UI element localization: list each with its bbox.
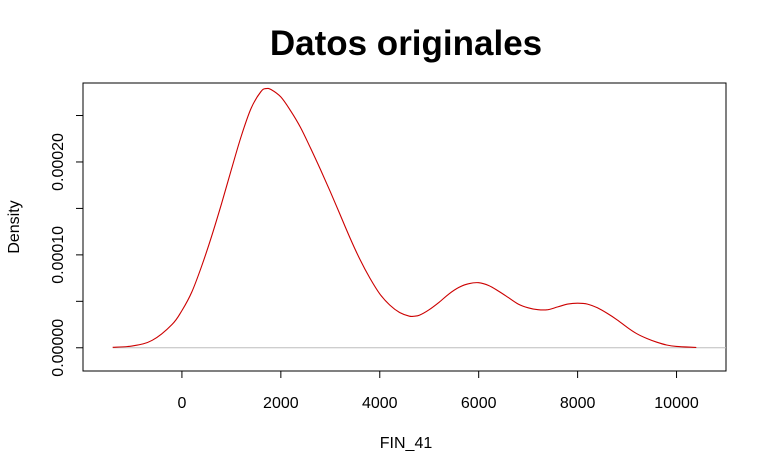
- y-tick-label: 0.00000: [50, 319, 67, 377]
- x-tick-label: 4000: [362, 395, 398, 412]
- x-tick-label: 2000: [263, 395, 299, 412]
- x-tick-label: 8000: [560, 395, 596, 412]
- x-axis-label: FIN_41: [380, 435, 433, 452]
- density-curve: [112, 87, 697, 349]
- x-tick-label: 0: [177, 395, 186, 412]
- plot-frame: [82, 82, 727, 372]
- y-axis: 0.00000 0.00010 0.00020: [50, 115, 84, 377]
- y-axis-label: Density: [6, 200, 23, 253]
- x-axis: 0 2000 4000 6000 8000 10000: [177, 370, 699, 412]
- y-tick-label: 0.00020: [50, 133, 67, 191]
- y-tick-label: 0.00010: [50, 226, 67, 284]
- x-tick-label: 10000: [654, 395, 699, 412]
- chart-title: Datos originales: [270, 24, 542, 63]
- x-tick-label: 6000: [461, 395, 497, 412]
